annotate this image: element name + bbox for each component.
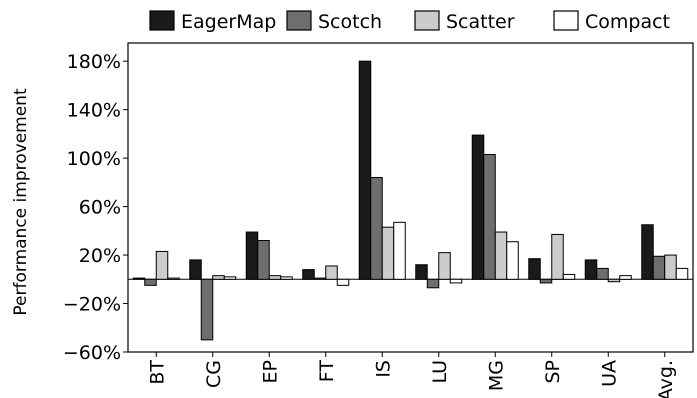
y-tick-label: 60%: [79, 197, 121, 219]
x-tick-label: SP: [542, 360, 564, 384]
bar-compact-sp: [562, 273, 576, 280]
x-tick-label: Avg.: [655, 360, 677, 398]
bar-scatter-bt: [155, 250, 169, 280]
x-tick-label: UA: [598, 360, 620, 387]
bar-scotch-bt: [144, 278, 157, 286]
bar-eagermap-lu: [415, 264, 428, 280]
legend-label-scotch: Scotch: [318, 11, 382, 33]
legend-swatch-scatter: [414, 10, 440, 31]
bar-compact-is: [393, 221, 406, 280]
x-tick-label: IS: [372, 360, 394, 378]
bar-scatter-is: [381, 226, 395, 280]
bar-compact-cg: [223, 276, 237, 280]
bar-scotch-ep: [257, 240, 270, 280]
bar-eagermap-ua: [584, 259, 598, 280]
bar-eagermap-mg: [471, 134, 485, 280]
legend-swatch-eagermap: [149, 10, 175, 31]
x-tick-label: CG: [203, 360, 225, 388]
bar-scatter-ft: [325, 265, 338, 280]
y-tick-label: 100%: [67, 148, 121, 170]
bar-compact-bt: [167, 277, 180, 280]
legend-label-compact: Compact: [585, 11, 670, 33]
y-tick-label: 180%: [67, 51, 121, 73]
x-tick-label: FT: [316, 360, 338, 383]
x-tick-label: LU: [429, 360, 451, 384]
bar-compact-mg: [506, 241, 519, 280]
y-tick-label: 20%: [79, 245, 121, 267]
bar-scotch-avg: [652, 255, 666, 280]
bar-eagermap-is: [358, 60, 372, 280]
y-axis-label: Performance improvement: [11, 88, 31, 316]
bar-scatter-ua: [607, 278, 621, 283]
bar-compact-ua: [619, 275, 632, 280]
y-axis-ticks: −60% −20% 20% 60% 100% 140% 180%: [63, 51, 128, 364]
y-tick-label: −20%: [63, 294, 121, 316]
bar-eagermap-cg: [189, 259, 202, 280]
bar-scotch-sp: [539, 278, 553, 284]
bar-scatter-lu: [438, 252, 451, 280]
bar-scotch-lu: [426, 278, 440, 289]
bar-compact-lu: [449, 278, 463, 284]
legend-label-scatter: Scatter: [446, 11, 515, 33]
bars: [132, 60, 689, 341]
x-tick-label: MG: [485, 360, 507, 391]
bar-compact-ft: [336, 278, 350, 286]
bar-scatter-avg: [664, 254, 677, 280]
bar-scatter-ep: [268, 275, 282, 280]
bar-scotch-is: [370, 177, 383, 280]
bar-scatter-sp: [551, 233, 564, 280]
x-tick-label: EP: [259, 360, 281, 383]
bar-scatter-mg: [494, 231, 508, 280]
bar-compact-avg: [675, 267, 689, 280]
bar-eagermap-ft: [302, 269, 315, 280]
y-tick-label: −60%: [63, 342, 121, 364]
legend-swatch-compact: [553, 10, 579, 31]
bar-eagermap-avg: [641, 224, 654, 280]
bar-eagermap-sp: [528, 258, 541, 280]
y-tick-label: 140%: [67, 100, 121, 122]
x-axis-ticks: BT CG EP FT IS LU MG SP UA Avg.: [146, 352, 677, 398]
bar-scatter-cg: [212, 275, 225, 280]
plot-area-frame: [127, 42, 694, 353]
x-tick-label: BT: [146, 360, 168, 385]
bar-scotch-cg: [200, 278, 214, 341]
bar-eagermap-bt: [132, 277, 146, 280]
legend-swatch-scotch: [286, 10, 312, 31]
bar-scotch-mg: [483, 153, 496, 280]
bar-compact-ep: [280, 276, 293, 280]
bar-scotch-ua: [596, 267, 609, 280]
bar-eagermap-ep: [245, 231, 259, 280]
legend: EagerMap Scotch Scatter Compact: [149, 10, 670, 33]
legend-label-eagermap: EagerMap: [181, 11, 276, 33]
bar-scotch-ft: [313, 277, 327, 280]
